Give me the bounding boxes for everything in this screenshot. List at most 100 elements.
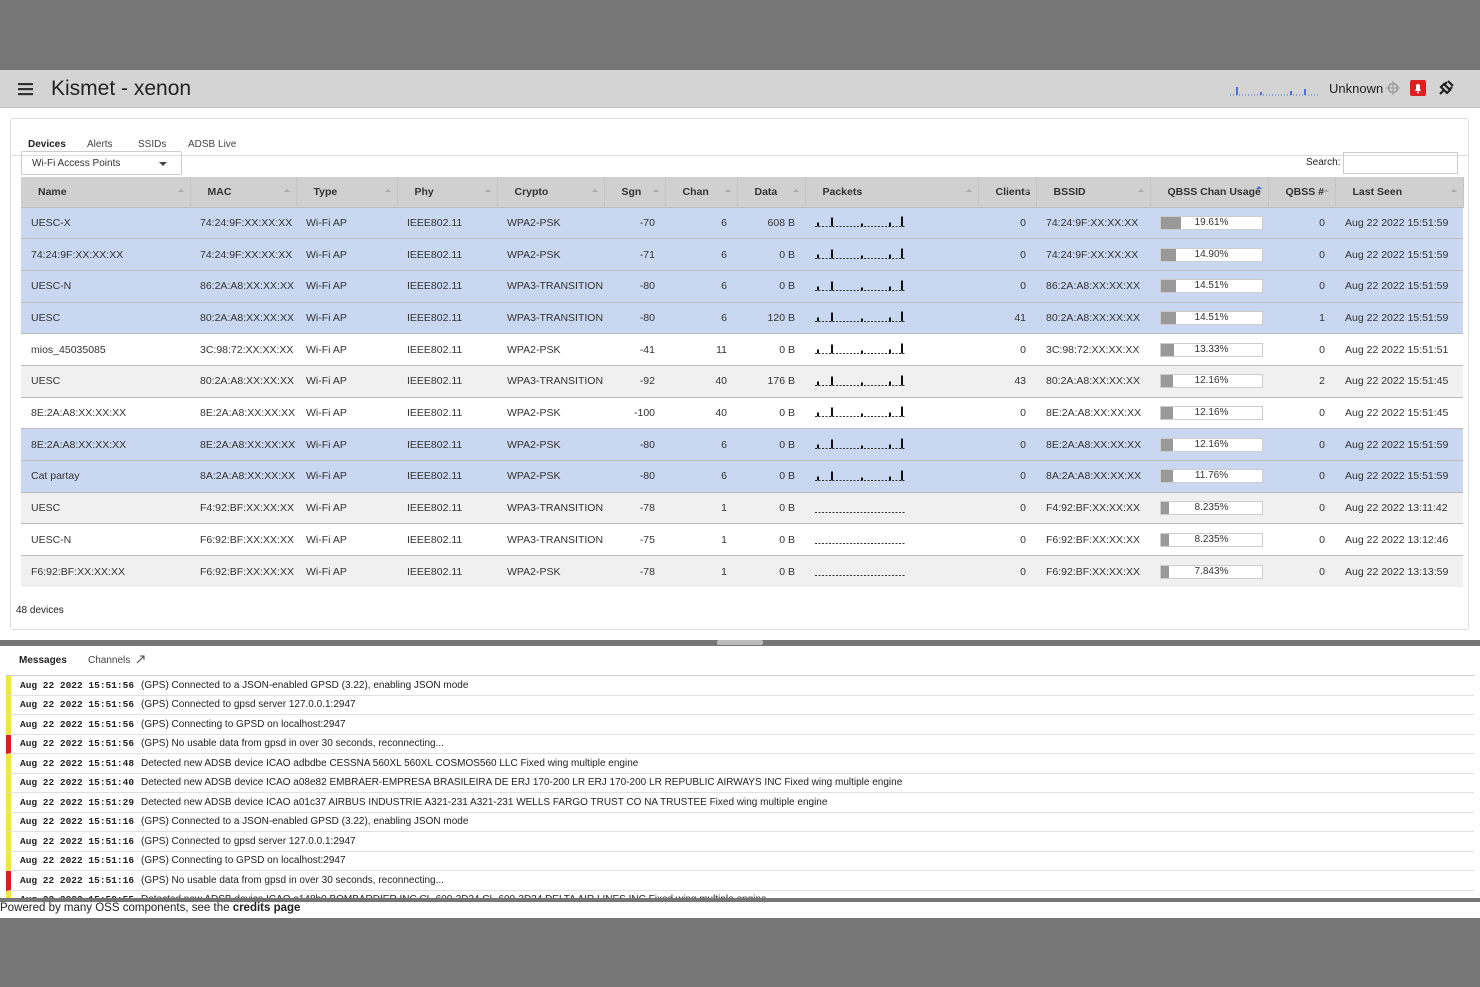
column-header[interactable]: Data: [737, 177, 806, 207]
popout-icon[interactable]: [136, 655, 145, 664]
cell: WPA2-PSK: [497, 460, 604, 493]
device-row[interactable]: UESC-N 86:2A:A8:XX:XX:XX Wi-Fi AP IEEE802.1…: [21, 269, 1463, 303]
sparkline-bar: [861, 413, 863, 417]
resize-handle[interactable]: [717, 640, 763, 645]
message-time: Aug 22 2022 15:51:56: [20, 718, 135, 730]
device-row[interactable]: F6:92:BF:XX:XX:XX F6:92:BF:XX:XX:XX Wi-Fi …: [21, 555, 1463, 588]
message-time: Aug 22 2022 15:50:55: [11, 894, 141, 898]
qbss-cell: 14.51%: [1150, 301, 1268, 334]
cell: mios_45035085: [21, 333, 190, 366]
cell: WPA2-PSK: [497, 206, 604, 239]
device-row[interactable]: UESC-X 74:24:9F:XX:XX:XX Wi-Fi AP IEEE802.1…: [21, 206, 1463, 239]
packets-cell: [805, 523, 978, 556]
message-time: Aug 22 2022 15:51:16: [20, 855, 135, 867]
column-header[interactable]: Name: [21, 177, 191, 207]
cell: 0: [1268, 333, 1335, 366]
tab[interactable]: ADSB Live: [188, 139, 237, 150]
menu-icon[interactable]: [18, 82, 34, 96]
device-row[interactable]: Cat partay 8A:2A:A8:XX:XX:XX Wi-Fi AP IEEE8…: [21, 460, 1463, 493]
sparkline-bar: [889, 412, 891, 417]
tab[interactable]: Messages: [19, 655, 67, 666]
column-header[interactable]: Sgn: [604, 177, 666, 207]
device-row[interactable]: mios_45035085 3C:98:72:XX:XX:XX Wi-Fi AP IE…: [21, 333, 1463, 366]
cell: Aug 22 2022 13:11:42: [1335, 491, 1463, 524]
packets-cell: [805, 460, 978, 493]
alert-icon[interactable]: [1410, 80, 1426, 96]
message-text: (GPS) Connected to gpsd server 127.0.0.1…: [141, 835, 356, 847]
search-input[interactable]: [1343, 152, 1458, 174]
cell: 0: [1268, 491, 1335, 524]
qbss-fill: [1161, 343, 1175, 356]
sparkline-bar: [861, 255, 863, 259]
cell: 8A:2A:A8:XX:XX:XX: [1036, 460, 1150, 493]
column-header[interactable]: Crypto: [497, 177, 605, 207]
sparkline-bar: [889, 286, 891, 291]
sparkline-bar: [817, 349, 819, 354]
cell: 0: [1268, 460, 1335, 493]
message-time: Aug 22 2022 15:51:16: [20, 816, 135, 828]
column-header[interactable]: Packets: [805, 177, 979, 207]
column-header[interactable]: Last Seen: [1335, 177, 1464, 207]
cell: Aug 22 2022 15:51:59: [1335, 238, 1463, 271]
message-text: (GPS) Connecting to GPSD on localhost:29…: [141, 718, 346, 730]
devices-panel: Devices Alerts SSIDs ADSB Live Wi-Fi Acc…: [10, 118, 1469, 630]
qbss-bar: 13.33%: [1160, 342, 1263, 357]
qbss-cell: 14.51%: [1150, 269, 1268, 303]
tab[interactable]: Devices: [28, 139, 66, 150]
device-filter[interactable]: Wi-Fi Access Points: [21, 151, 182, 175]
search-label: Search:: [1306, 157, 1341, 168]
qbss-cell: 11.76%: [1150, 460, 1268, 493]
cell: -71: [604, 238, 665, 271]
column-header[interactable]: MAC: [190, 177, 297, 207]
cell: 0: [1268, 523, 1335, 556]
column-header[interactable]: Chan: [665, 177, 738, 207]
message: Aug 22 2022 15:51:48 Detected new ADSB de…: [6, 754, 1474, 774]
message-text: Detected new ADSB device ICAO a08e82 EMB…: [141, 777, 903, 789]
column-header[interactable]: BSSID: [1036, 177, 1151, 207]
device-row[interactable]: UESC 80:2A:A8:XX:XX:XX Wi-Fi AP IEEE802.11 W…: [21, 364, 1463, 398]
message-text: Detected new ADSB device ICAO adbdbe CES…: [141, 757, 639, 769]
device-row[interactable]: 8E:2A:A8:XX:XX:XX 8E:2A:A8:XX:XX:XX Wi-Fi …: [21, 396, 1463, 429]
packets-cell: [805, 364, 978, 398]
device-row[interactable]: 74:24:9F:XX:XX:XX 74:24:9F:XX:XX:XX Wi-Fi …: [21, 238, 1463, 271]
sparkline-bar: [901, 470, 903, 481]
activity-sparkline: [1230, 87, 1320, 96]
column-header[interactable]: QBSS Chan Usage: [1150, 177, 1269, 207]
gps-status[interactable]: Unknown: [1329, 81, 1384, 96]
cell: IEEE802.11: [397, 269, 497, 303]
qbss-fill: [1161, 502, 1170, 515]
footer: Powered by many OSS components, see the …: [0, 902, 1480, 918]
qbss-fill: [1161, 565, 1169, 578]
cell: 40: [665, 396, 737, 429]
sparkline-bar: [889, 444, 891, 449]
tab[interactable]: Channels: [88, 655, 131, 666]
cell: Wi-Fi AP: [296, 396, 397, 429]
message: Aug 22 2022 15:51:16 (GPS) Connected to a…: [6, 812, 1474, 832]
plug-icon[interactable]: [1437, 79, 1455, 97]
message: Aug 22 2022 15:51:29 Detected new ADSB de…: [6, 793, 1474, 813]
column-header[interactable]: Phy: [397, 177, 498, 207]
cell: -92: [604, 364, 665, 398]
cell: -41: [604, 333, 665, 366]
cell: 1: [1268, 301, 1335, 334]
packets-sparkline: [815, 543, 905, 545]
column-header[interactable]: QBSS #: [1268, 177, 1336, 207]
packets-cell: [805, 301, 978, 334]
sparkline-bar: [901, 248, 903, 259]
packets-cell: [805, 238, 978, 271]
qbss-fill: [1161, 311, 1176, 324]
qbss-fill: [1161, 280, 1176, 293]
device-row[interactable]: 8E:2A:A8:XX:XX:XX 8E:2A:A8:XX:XX:XX Wi-Fi …: [21, 428, 1463, 461]
cell: 74:24:9F:XX:XX:XX: [1036, 206, 1150, 239]
device-row[interactable]: UESC F4:92:BF:XX:XX:XX Wi-Fi AP IEEE802.11 W…: [21, 491, 1463, 524]
tab[interactable]: SSIDs: [138, 139, 167, 150]
sparkline-bar: [889, 254, 891, 259]
credits-link[interactable]: credits page: [232, 902, 301, 914]
column-header[interactable]: Clients: [978, 177, 1037, 207]
qbss-fill: [1161, 248, 1177, 261]
cell: Aug 22 2022 15:51:59: [1335, 206, 1463, 239]
tab[interactable]: Alerts: [87, 139, 113, 150]
column-header[interactable]: Type: [296, 177, 398, 207]
device-row[interactable]: UESC 80:2A:A8:XX:XX:XX Wi-Fi AP IEEE802.11 W…: [21, 301, 1463, 334]
device-row[interactable]: UESC-N F6:92:BF:XX:XX:XX Wi-Fi AP IEEE802.1…: [21, 523, 1463, 556]
